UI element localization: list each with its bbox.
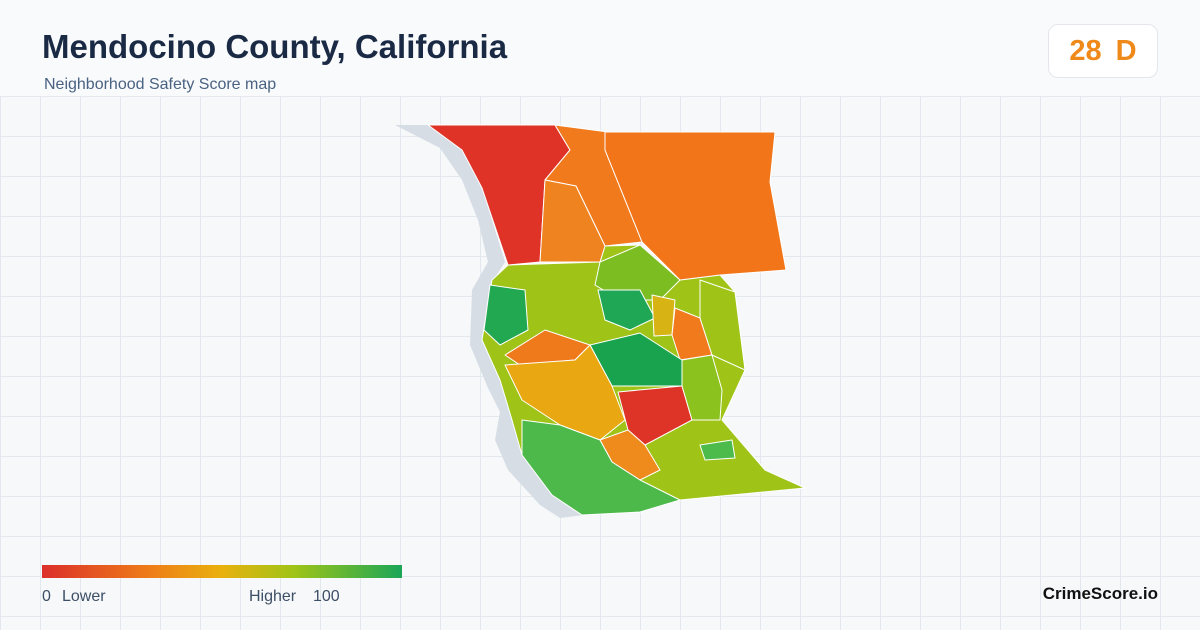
- score-badge: 28 D: [1048, 24, 1158, 78]
- region: [617, 385, 693, 446]
- region: [681, 354, 723, 421]
- title: Mendocino County, California: [42, 28, 508, 65]
- legend-max: 100: [313, 588, 340, 605]
- legend-gradient: [42, 565, 402, 578]
- header: Mendocino County, California Neighborhoo…: [0, 0, 1200, 97]
- region: [604, 131, 787, 281]
- brand: CrimeScore.io: [1042, 584, 1158, 603]
- score-value: 28: [1069, 34, 1102, 67]
- legend-max-label: Higher: [249, 588, 297, 605]
- legend-min-label: Lower: [62, 588, 106, 605]
- score-grade: D: [1115, 34, 1137, 67]
- region: [651, 294, 676, 337]
- region: [539, 179, 606, 263]
- region: [699, 439, 736, 461]
- subtitle: Neighborhood Safety Score map: [44, 76, 277, 93]
- region: [699, 279, 746, 371]
- region: [521, 419, 681, 516]
- region: [597, 289, 656, 331]
- legend-min: 0: [42, 588, 51, 605]
- region: [483, 284, 529, 346]
